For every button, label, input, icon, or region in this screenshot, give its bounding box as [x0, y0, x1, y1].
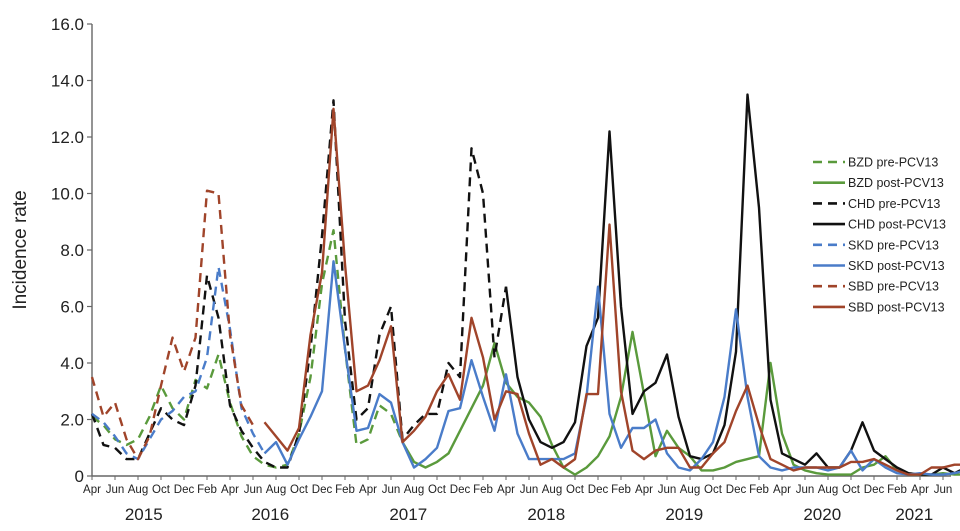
x-tick-label: Dec [864, 484, 885, 496]
series-sbd-pre-pcv13 [92, 191, 253, 459]
x-tick-label: Jun [934, 484, 953, 496]
x-tick-label: Feb [749, 484, 769, 496]
legend-label: BZD post-PCV13 [848, 176, 944, 190]
legend-item: SKD pre-PCV13 [813, 238, 939, 252]
x-tick-label: Apr [359, 484, 377, 496]
x-tick-label: Aug [266, 484, 286, 496]
x-tick-label: Feb [611, 484, 631, 496]
y-axis: 02.04.06.08.010.012.014.016.0 [51, 15, 92, 486]
legend-item: BZD pre-PCV13 [813, 156, 938, 170]
x-tick-label: Feb [473, 484, 493, 496]
x-tick-label: Dec [450, 484, 471, 496]
legend-item: CHD post-PCV13 [813, 218, 946, 232]
data-series [92, 95, 960, 475]
year-label: 2020 [803, 505, 841, 524]
legend-label: CHD post-PCV13 [848, 218, 946, 232]
year-label: 2016 [251, 505, 289, 524]
y-tick-label: 14.0 [51, 72, 84, 91]
legend-label: SKD post-PCV13 [848, 259, 945, 273]
legend-label: SBD pre-PCV13 [848, 280, 939, 294]
x-tick-label: Dec [726, 484, 747, 496]
x-tick-label: Dec [588, 484, 609, 496]
x-tick-label: Feb [335, 484, 355, 496]
x-tick-label: Dec [312, 484, 333, 496]
legend: BZD pre-PCV13 BZD post-PCV13 CHD pre-PCV13… [813, 156, 946, 315]
x-tick-label: Jun [382, 484, 401, 496]
x-tick-label: Apr [83, 484, 101, 496]
x-tick-label: Apr [497, 484, 515, 496]
x-tick-label: Jun [106, 484, 125, 496]
year-label: 2018 [527, 505, 565, 524]
legend-item: BZD post-PCV13 [813, 176, 944, 190]
year-label: 2017 [389, 505, 427, 524]
x-tick-label: Oct [566, 484, 585, 496]
series-bzd-pre-pcv13 [92, 230, 403, 467]
legend-label: SKD pre-PCV13 [848, 238, 939, 252]
x-tick-label: Jun [796, 484, 815, 496]
y-tick-label: 8.0 [60, 241, 84, 260]
y-tick-label: 4.0 [60, 354, 84, 373]
legend-item: SBD post-PCV13 [813, 300, 945, 314]
x-tick-label: Oct [152, 484, 171, 496]
y-tick-label: 10.0 [51, 185, 84, 204]
x-tick-label: Apr [773, 484, 791, 496]
x-tick-label: Oct [842, 484, 861, 496]
x-tick-label: Aug [404, 484, 424, 496]
x-tick-label: Jun [244, 484, 263, 496]
year-label: 2015 [125, 505, 163, 524]
x-tick-label: Jun [520, 484, 539, 496]
x-tick-label: Apr [635, 484, 653, 496]
x-tick-label: Apr [911, 484, 929, 496]
year-label: 2021 [895, 505, 933, 524]
x-tick-label: Aug [542, 484, 562, 496]
x-tick-label: Oct [704, 484, 723, 496]
x-tick-label: Feb [887, 484, 907, 496]
legend-item: SKD post-PCV13 [813, 259, 945, 273]
legend-item: SBD pre-PCV13 [813, 280, 939, 294]
x-tick-label: Feb [197, 484, 217, 496]
y-tick-label: 16.0 [51, 15, 84, 34]
x-tick-label: Dec [174, 484, 195, 496]
y-axis-label: Incidence rate [10, 190, 31, 309]
legend-label: SBD post-PCV13 [848, 300, 945, 314]
y-tick-label: 6.0 [60, 298, 84, 317]
legend-label: BZD pre-PCV13 [848, 156, 938, 170]
x-tick-label: Jun [658, 484, 677, 496]
x-tick-label: Oct [428, 484, 447, 496]
year-label: 2019 [665, 505, 703, 524]
x-tick-label: Aug [128, 484, 148, 496]
y-tick-label: 12.0 [51, 128, 84, 147]
x-tick-label: Oct [290, 484, 309, 496]
series-skd-pre-pcv13 [92, 267, 265, 459]
x-tick-label: Aug [680, 484, 700, 496]
x-tick-label: Apr [221, 484, 239, 496]
x-tick-label: Aug [818, 484, 838, 496]
legend-item: CHD pre-PCV13 [813, 197, 940, 211]
legend-label: CHD pre-PCV13 [848, 197, 940, 211]
y-tick-label: 2.0 [60, 411, 84, 430]
